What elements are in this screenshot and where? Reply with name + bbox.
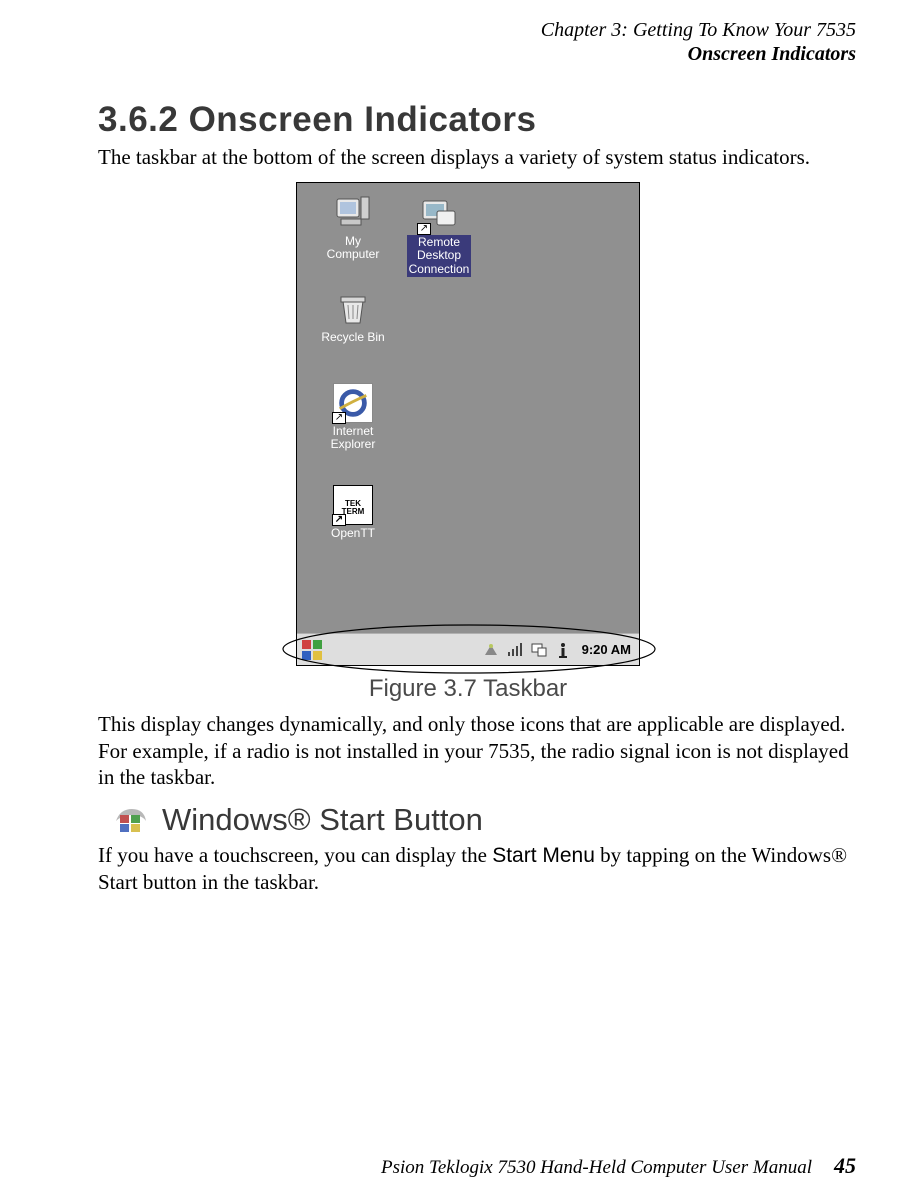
desktop-icon-internet-explorer[interactable]: ↗ Internet Explorer [309, 383, 397, 451]
page-number: 45 [834, 1153, 856, 1179]
shortcut-badge-icon: ↗ [332, 514, 346, 526]
figure-container: My Computer ↗ Remote Desktop Connection [80, 182, 856, 671]
desktop-icon-opentt[interactable]: TEK TERM ↗ OpenTT [309, 485, 397, 540]
page-footer: Psion Teklogix 7530 Hand-Held Computer U… [381, 1153, 856, 1179]
shortcut-badge-icon: ↗ [332, 412, 346, 424]
signal-icon[interactable] [506, 641, 524, 659]
shortcut-badge-icon: ↗ [417, 223, 431, 235]
desktop-icon-label: Remote Desktop Connection [407, 235, 472, 277]
section-heading: 3.6.2 Onscreen Indicators [98, 100, 856, 140]
desktop-icon-label: My Computer [309, 235, 397, 261]
device-screenshot: My Computer ↗ Remote Desktop Connection [296, 182, 640, 666]
windows-start-icon [114, 805, 148, 835]
start-menu-term: Start Menu [492, 844, 595, 867]
desktop-icon-label: Recycle Bin [309, 331, 397, 344]
subheading-body-prefix: If you have a touchscreen, you can displ… [98, 843, 492, 867]
desktop-icon-recycle-bin[interactable]: Recycle Bin [309, 289, 397, 344]
remote-desktop-icon: ↗ [419, 193, 459, 233]
pc-icon[interactable] [530, 641, 548, 659]
section-intro-text: The taskbar at the bottom of the screen … [98, 144, 856, 170]
running-head-line2: Onscreen Indicators [80, 42, 856, 66]
computer-icon [333, 193, 373, 233]
connect-icon[interactable] [482, 641, 500, 659]
info-icon[interactable] [554, 641, 572, 659]
running-head-line1: Chapter 3: Getting To Know Your 7535 [80, 18, 856, 42]
paragraph-after-figure: This display changes dynamically, and on… [98, 711, 856, 790]
figure-caption: Figure 3.7 Taskbar [80, 675, 856, 703]
taskbar-clock[interactable]: 9:20 AM [578, 642, 635, 657]
start-button[interactable] [301, 639, 323, 661]
desktop-icon-my-computer[interactable]: My Computer [309, 193, 397, 261]
subheading-body: If you have a touchscreen, you can displ… [98, 842, 856, 896]
desktop-icon-label: Internet Explorer [309, 425, 397, 451]
desktop-icon-label: OpenTT [309, 527, 397, 540]
recycle-bin-icon [333, 289, 373, 329]
internet-explorer-icon: ↗ [333, 383, 373, 423]
running-head: Chapter 3: Getting To Know Your 7535 Ons… [80, 18, 856, 66]
desktop-icon-remote-desktop[interactable]: ↗ Remote Desktop Connection [395, 193, 483, 277]
tekterm-icon: TEK TERM ↗ [333, 485, 373, 525]
footer-text: Psion Teklogix 7530 Hand-Held Computer U… [381, 1157, 812, 1179]
subheading-title: Windows® Start Button [162, 802, 483, 838]
taskbar: 9:20 AM [297, 633, 639, 665]
